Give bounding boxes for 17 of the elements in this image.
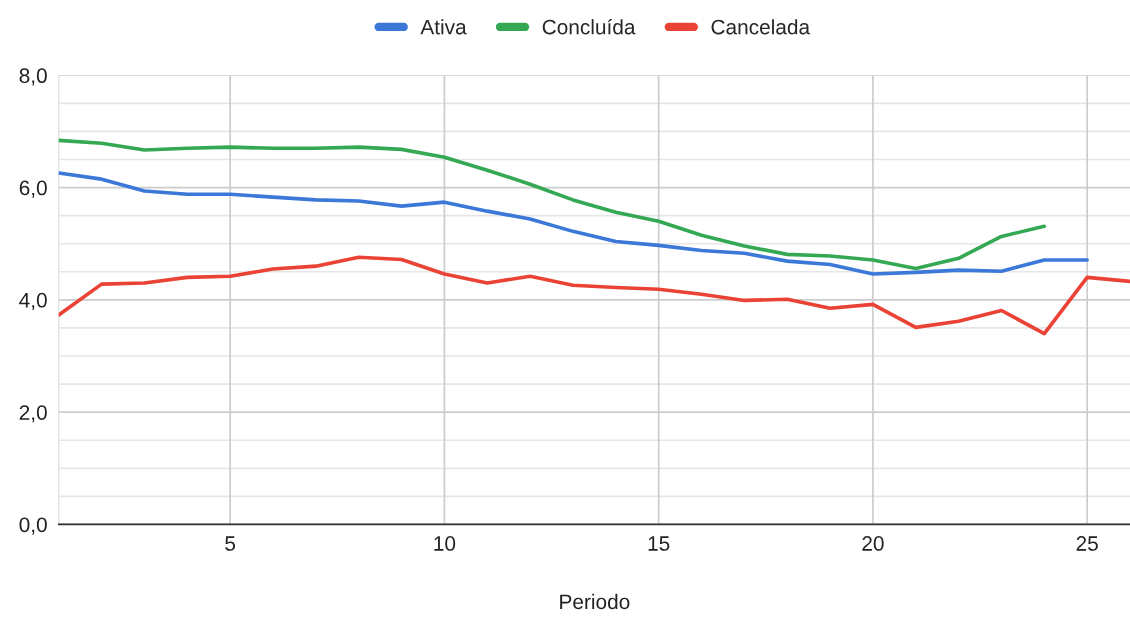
legend-label: Cancelada (711, 19, 811, 35)
x-tick-label: 5 (225, 536, 236, 551)
x-tick-label: 15 (648, 536, 670, 551)
y-tick-label: 8,0 (19, 68, 47, 86)
y-tick-label: 6,0 (19, 180, 47, 198)
x-tick-label: 10 (434, 536, 456, 551)
y-tick-label: 4,0 (19, 292, 47, 311)
x-tick-label: 20 (862, 536, 884, 551)
x-axis-title: Periodo (560, 593, 630, 610)
legend-label: Concluída (542, 18, 636, 35)
y-tick-label: 2,0 (19, 405, 47, 423)
line-series (58, 138, 1047, 271)
legend-label: Ativa (420, 19, 467, 35)
y-tick-label: 0,0 (19, 517, 47, 535)
line-series (58, 255, 1130, 336)
x-tick-label: 25 (1076, 536, 1098, 551)
line-series (58, 171, 1089, 276)
